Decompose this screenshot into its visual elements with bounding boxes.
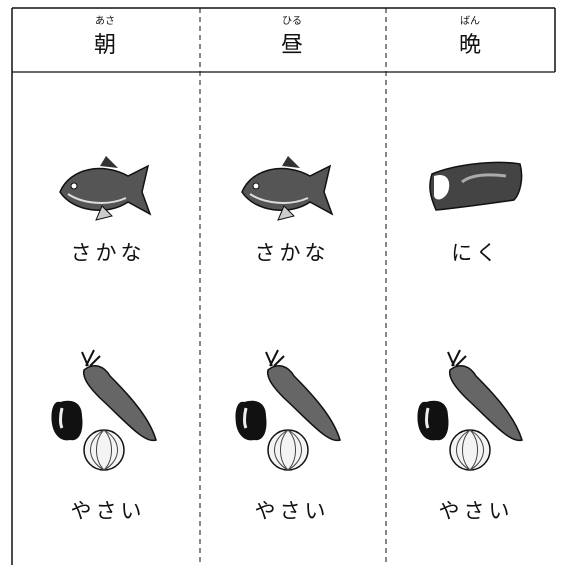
food-label: やさい [71, 499, 146, 523]
table-frame [11, 7, 556, 565]
food-label: にく [451, 241, 501, 265]
food-label: さかな [71, 241, 146, 265]
meat-icon [428, 160, 524, 212]
food-label: やさい [255, 499, 330, 523]
fish-icon [241, 155, 333, 221]
vegetable-icon [415, 348, 524, 472]
vegetable-icon [233, 348, 342, 472]
food-label: さかな [255, 241, 330, 265]
fish-icon [59, 155, 151, 221]
vegetable-icon [49, 348, 158, 472]
food-label: やさい [439, 499, 514, 523]
column-heading: 晩 [459, 33, 481, 58]
ruby: ひる [282, 15, 302, 27]
column-heading: 昼 [281, 33, 303, 58]
column-heading: 朝 [94, 33, 116, 58]
ruby: あさ [95, 15, 115, 27]
ruby: ばん [460, 15, 480, 27]
